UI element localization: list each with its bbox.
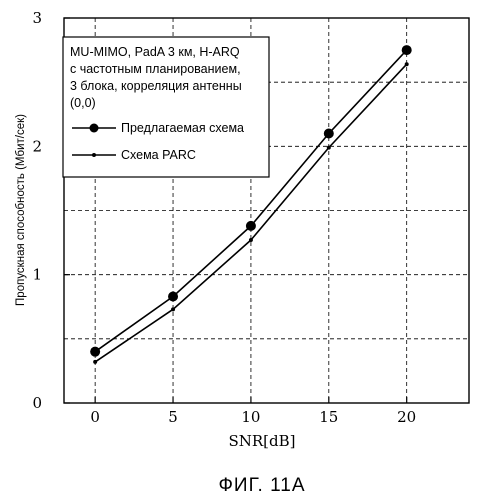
legend-marker-series-2	[92, 153, 96, 157]
x-tick-label-1: 5	[168, 408, 178, 426]
legend: MU-MIMO, PadA 3 км, H-ARQ с частотным пл…	[63, 37, 269, 177]
legend-label-series-2: Схема PARC	[121, 148, 196, 162]
legend-label-series-1: Предлагаемая схема	[121, 121, 244, 135]
x-tick-label-3: 15	[319, 408, 338, 426]
series-1-point-0	[90, 347, 100, 357]
series-2-point-4	[405, 62, 409, 66]
series-1-point-1	[168, 291, 178, 301]
series-1-point-2	[246, 221, 256, 231]
series-1-point-4	[402, 45, 412, 55]
legend-marker-series-1	[90, 124, 99, 133]
legend-title-line-2: с частотным планированием,	[70, 62, 241, 76]
series-2-point-3	[327, 146, 331, 150]
series-2-point-2	[249, 238, 253, 242]
legend-title-line-1: MU-MIMO, PadA 3 км, H-ARQ	[70, 45, 240, 59]
series-2-point-0	[93, 360, 97, 364]
x-tick-label-0: 0	[90, 408, 100, 426]
y-tick-label-2: 2	[32, 137, 42, 155]
y-tick-label-0: 0	[32, 394, 42, 412]
y-tick-label-1: 1	[32, 266, 42, 284]
figure-caption: ФИГ. 11А	[218, 475, 305, 496]
y-tick-label-3: 3	[32, 9, 42, 27]
x-tick-label-4: 20	[397, 408, 416, 426]
legend-title-line-3: 3 блока, корреляция антенны	[70, 79, 242, 93]
x-axis-title: SNR[dB]	[228, 432, 295, 450]
series-2-point-1	[171, 307, 175, 311]
series-1-point-3	[324, 129, 334, 139]
legend-title-line-4: (0,0)	[70, 96, 96, 110]
x-tick-label-2: 10	[241, 408, 260, 426]
y-axis-title: Пропускная способность (Мбит/сек)	[15, 114, 27, 306]
